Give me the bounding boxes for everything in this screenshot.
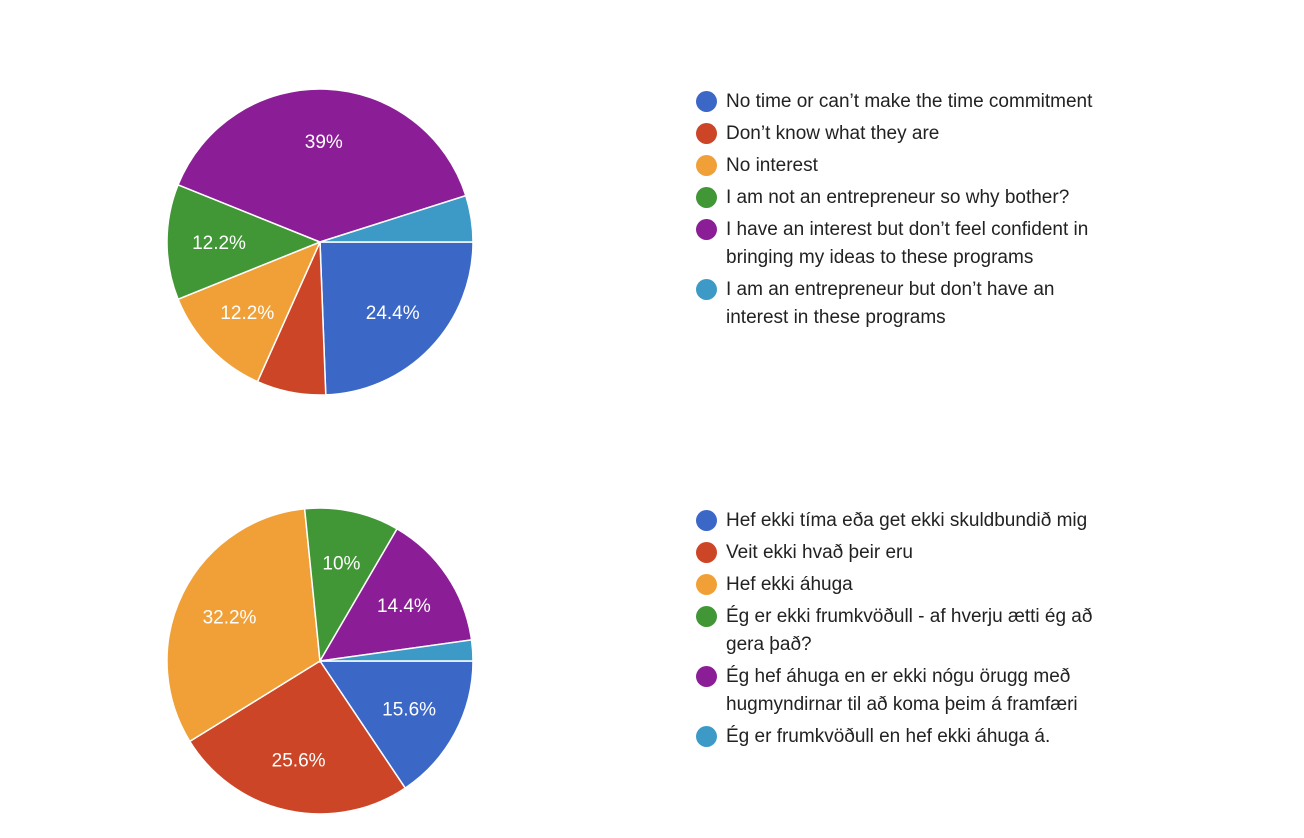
pie-chart-icelandic: 15.6% 25.6% 32.2% 10% 14.4% Hef ekki tíma eð… (0, 419, 1304, 838)
legend-swatch-icon (696, 219, 717, 240)
slice-percent-label: 15.6% (382, 700, 436, 721)
legend-swatch-icon (696, 542, 717, 563)
legend-label: Ég hef áhuga en er ekki nógu örugg með h… (726, 666, 1078, 715)
legend-item: I am an entrepreneur but don’t have an i… (696, 276, 1116, 332)
legend-label: No interest (726, 155, 818, 176)
legend-label: I am not an entrepreneur so why bother? (726, 187, 1070, 208)
pie-slice (319, 639, 474, 662)
legend-item: I am not an entrepreneur so why bother? (696, 184, 1116, 212)
slice-percent-label: 10% (322, 553, 360, 574)
slice-percent-label: 32.2% (203, 607, 257, 628)
legend-swatch-icon (696, 606, 717, 627)
legend-item: Hef ekki tíma eða get ekki skuldbundið m… (696, 507, 1116, 535)
legend-swatch-icon (696, 91, 717, 112)
slice-percent-label: 12.2% (220, 303, 274, 324)
legend-label: Hef ekki tíma eða get ekki skuldbundið m… (726, 510, 1088, 531)
legend-swatch-icon (696, 574, 717, 595)
legend-item: No time or can’t make the time commitmen… (696, 88, 1116, 116)
legend-swatch-icon (696, 123, 717, 144)
legend-swatch-icon (696, 510, 717, 531)
legend-item: I have an interest but don’t feel confid… (696, 216, 1116, 272)
legend-label: I am an entrepreneur but don’t have an i… (726, 279, 1055, 328)
legend-swatch-icon (696, 726, 717, 747)
legend-swatch-icon (696, 666, 717, 687)
legend-swatch-icon (696, 155, 717, 176)
legend-item: Don’t know what they are (696, 120, 1116, 148)
slice-percent-label: 14.4% (377, 596, 431, 617)
pie-chart-english: 24.4% 12.2% 12.2% 39% No time or can’t make… (166, 88, 1116, 396)
legend-item: No interest (696, 152, 1116, 180)
legend-swatch-icon (696, 279, 717, 300)
legend-item: Hef ekki áhuga (696, 571, 1116, 599)
pie-slice (166, 183, 323, 301)
legend-swatch-icon (696, 187, 717, 208)
slice-percent-label: 39% (305, 132, 343, 153)
pie-slice (318, 527, 473, 662)
slice-percent-label: 12.2% (192, 233, 246, 254)
legend-label: Ég er ekki frumkvöðull - af hverju ætti … (726, 606, 1093, 655)
pie-slice (319, 241, 474, 396)
pie-slice (319, 194, 474, 243)
pie-slice (177, 240, 322, 383)
slice-percent-label: 25.6% (272, 751, 326, 772)
legend-label: Veit ekki hvað þeir eru (726, 542, 913, 563)
legend: Hef ekki tíma eða get ekki skuldbundið m… (696, 507, 1116, 755)
pie-slice (177, 88, 467, 243)
legend-label: Hef ekki áhuga (726, 574, 853, 595)
pie-slice (188, 659, 407, 815)
legend-label: I have an interest but don’t feel confid… (726, 219, 1089, 268)
pie-chart-svg: 24.4% 12.2% 12.2% 39% (166, 88, 474, 396)
legend-item: Ég er frumkvöðull en hef ekki áhuga á. (696, 723, 1116, 751)
pie-slice (303, 507, 399, 664)
slice-percent-label: 24.4% (366, 303, 420, 324)
legend-label: Ég er frumkvöðull en hef ekki áhuga á. (726, 726, 1051, 747)
pie-slice (318, 660, 474, 790)
pie-slice (166, 507, 321, 743)
legend-label: No time or can’t make the time commitmen… (726, 91, 1093, 112)
legend-label: Don’t know what they are (726, 123, 940, 144)
legend-item: Veit ekki hvað þeir eru (696, 539, 1116, 567)
pie-chart-svg: 15.6% 25.6% 32.2% 10% 14.4% (166, 507, 474, 815)
legend-item: Ég hef áhuga en er ekki nógu örugg með h… (696, 663, 1116, 719)
legend: No time or can’t make the time commitmen… (696, 88, 1116, 336)
legend-item: Ég er ekki frumkvöðull - af hverju ætti … (696, 603, 1116, 659)
